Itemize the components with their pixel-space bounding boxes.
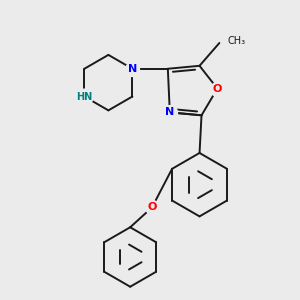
Text: CH₃: CH₃	[227, 36, 245, 46]
Text: N: N	[128, 64, 137, 74]
Text: N: N	[165, 107, 174, 117]
Text: HN: HN	[76, 92, 92, 101]
Text: O: O	[147, 202, 157, 212]
Text: O: O	[213, 84, 222, 94]
